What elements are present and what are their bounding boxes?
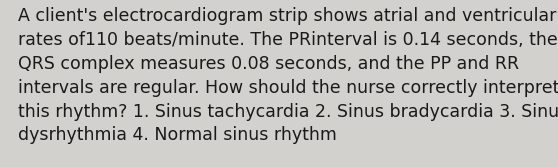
Text: A client's electrocardiogram strip shows atrial and ventricular
rates of110 beat: A client's electrocardiogram strip shows…: [18, 7, 558, 144]
